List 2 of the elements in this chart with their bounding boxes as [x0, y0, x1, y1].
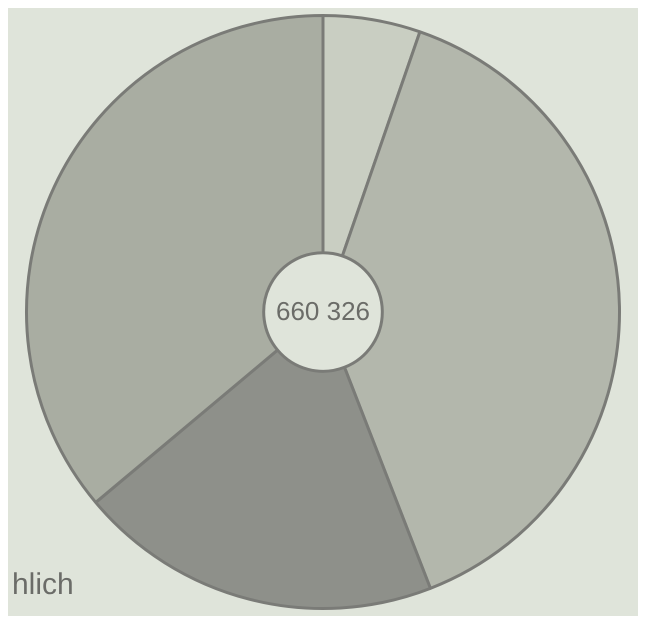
text: 660 326: [275, 296, 371, 327]
text: hlich: [12, 568, 74, 602]
